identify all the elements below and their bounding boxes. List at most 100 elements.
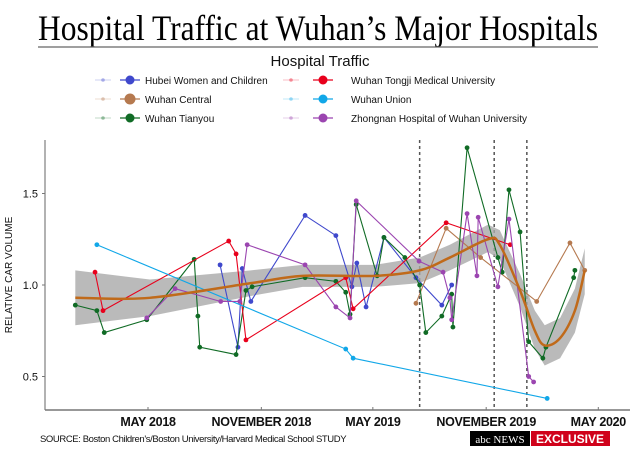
legend-label: Zhongnan Hospital of Wuhan University (351, 114, 527, 125)
data-point (144, 315, 150, 321)
series-line (96, 244, 548, 399)
data-point (439, 313, 445, 319)
legend-label: Wuhan Tianyou (145, 114, 214, 125)
data-point (233, 251, 239, 257)
data-point (449, 291, 455, 297)
x-tick-label: MAY 2018 (120, 415, 176, 429)
data-point (531, 379, 537, 385)
data-point (350, 306, 356, 312)
abc-news-text: abc NEWS (475, 434, 524, 446)
legend-faded-marker (289, 116, 293, 120)
legend-item: Wuhan Union (283, 94, 411, 106)
data-point (464, 145, 470, 151)
data-point (571, 275, 577, 281)
data-point (506, 187, 512, 193)
data-point (449, 317, 455, 323)
data-point (567, 240, 573, 246)
data-point (333, 304, 339, 310)
x-tick-label: MAY 2020 (571, 415, 627, 429)
series-wuhan-tongji-medical-university (92, 220, 513, 343)
x-tick-label: MAY 2019 (345, 415, 401, 429)
legend-marker (125, 75, 135, 85)
y-axis-label: RELATIVE CAR VOLUME (4, 216, 15, 333)
y-tick-label: 0.5 (23, 372, 38, 384)
y-tick-label: 1.0 (23, 280, 38, 292)
legend: Hubei Women and Children Wuhan Central Wuh… (95, 75, 527, 125)
data-point (302, 213, 308, 218)
data-point (506, 216, 512, 222)
data-point (101, 330, 107, 335)
data-point (92, 269, 98, 275)
legend-item: Wuhan Central (95, 93, 212, 106)
data-point (237, 299, 243, 304)
data-point (423, 330, 429, 335)
data-point (94, 308, 100, 314)
data-point (249, 284, 255, 290)
data-point (417, 282, 423, 288)
data-point (248, 299, 254, 304)
legend-marker (124, 93, 136, 105)
data-point (381, 235, 387, 240)
data-point (100, 308, 106, 314)
data-point (478, 255, 484, 260)
data-point (439, 302, 445, 308)
data-point (440, 269, 446, 275)
legend-marker (318, 94, 328, 104)
data-point (244, 242, 250, 248)
plot-area: 0.5 1.0 1.5 MAY 2018 NOVEMBER 2018 MAY 2019 NO… (23, 140, 630, 429)
data-point (517, 229, 523, 235)
data-point (347, 315, 353, 321)
series-line (415, 227, 586, 304)
data-point (72, 302, 78, 308)
legend-faded-marker (289, 97, 293, 101)
legend-item: Hubei Women and Children (95, 75, 268, 87)
data-point (450, 324, 456, 330)
legend-marker (318, 75, 328, 85)
data-point (526, 374, 532, 379)
data-point (217, 262, 223, 268)
trend-line (75, 236, 586, 347)
data-point (226, 238, 232, 244)
data-point (195, 313, 201, 319)
legend-item: Zhongnan Hospital of Wuhan University (283, 113, 527, 125)
x-tick-label: NOVEMBER 2019 (436, 415, 536, 429)
legend-title: Hospital Traffic (271, 53, 370, 70)
legend-item: Wuhan Tianyou (95, 113, 214, 125)
legend-faded-marker (101, 116, 105, 120)
data-point (333, 233, 339, 238)
legend-label: Hubei Women and Children (145, 76, 268, 87)
data-point (243, 337, 249, 343)
data-point (94, 242, 100, 248)
legend-marker (318, 113, 328, 123)
source-note: SOURCE: Boston Children's/Boston Univers… (40, 434, 347, 445)
data-point (495, 255, 501, 260)
y-tick-label: 1.5 (23, 189, 38, 201)
data-point (443, 225, 449, 231)
data-point (474, 273, 480, 279)
data-point (302, 262, 308, 268)
data-point (353, 198, 359, 204)
data-point (416, 258, 422, 264)
data-point (534, 299, 540, 304)
data-point (172, 286, 178, 292)
data-point (540, 355, 546, 361)
data-point (507, 242, 513, 248)
legend-label: Wuhan Union (351, 95, 411, 106)
data-point (475, 214, 481, 220)
data-point (572, 267, 578, 273)
data-point (449, 282, 455, 288)
legend-faded-marker (101, 97, 105, 101)
data-point (443, 220, 449, 226)
data-point (495, 284, 501, 290)
legend-marker (125, 113, 135, 123)
exclusive-text: EXCLUSIVE (536, 432, 604, 446)
legend-faded-marker (289, 78, 293, 82)
data-point (354, 260, 360, 266)
data-point (402, 255, 408, 260)
legend-label: Wuhan Tongji Medical University (351, 76, 495, 87)
x-tick-label: NOVEMBER 2018 (212, 415, 312, 429)
confidence-band (75, 224, 585, 366)
series-wuhan-union (94, 242, 550, 401)
legend-item: Wuhan Tongji Medical University (283, 75, 495, 87)
